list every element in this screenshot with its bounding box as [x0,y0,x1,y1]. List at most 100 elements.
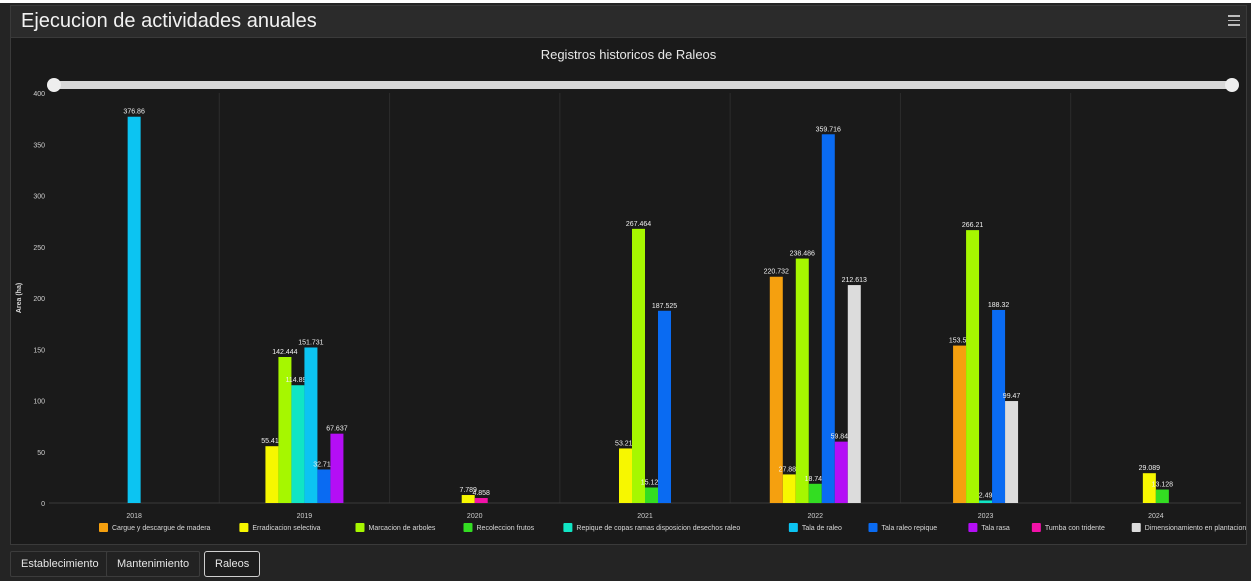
data-label: 32.719 [313,461,335,468]
legend-swatch [355,523,365,532]
bar [847,285,861,503]
bar [127,116,141,503]
y-tick-label: 100 [33,399,45,406]
data-label: 267.464 [626,221,651,228]
legend-swatch [563,523,573,532]
chart-title: Registros historicos de Raleos [540,47,717,62]
data-label: 53.211 [615,440,636,447]
x-tick-label: 2022 [807,513,823,520]
bar [304,347,318,503]
chart-panel: Ejecucion de actividades anuales 0 50 100 1… [10,5,1247,545]
bar [619,448,632,503]
slider-handle-left[interactable] [47,78,61,92]
legend-label: Repique de copas ramas disposicion desec… [576,525,740,532]
data-label: 27.886 [779,466,801,473]
data-label: 7.789 [459,487,477,494]
bar [265,446,279,503]
data-label: 238.486 [790,251,815,258]
bar [1155,489,1169,503]
slider-handle-right[interactable] [1225,78,1239,92]
data-label: 4.858 [472,490,490,497]
x-tick-label: 2020 [467,513,483,520]
bar [782,474,796,503]
y-tick-label: 150 [33,347,45,354]
top-border [0,0,1251,3]
x-tick-label: 2019 [297,513,313,520]
legend-swatch [463,523,473,532]
chart-area: 0 50 100 150 200 250 300 350 400 Area (ha) 2018 201… [11,38,1246,544]
legend-label: Dimensionamiento en plantacion [1145,525,1246,532]
bar [317,469,331,503]
legend-label: Tumba con tridente [1045,525,1105,532]
legend-label: Tala rasa [981,525,1010,532]
data-label: 29.089 [1139,465,1161,472]
x-tick-label: 2023 [978,513,994,520]
bar [291,385,305,503]
y-axis-label: Area (ha) [16,283,23,313]
bar [795,258,809,503]
y-tick-label: 400 [33,91,45,98]
y-tick-label: 200 [33,296,45,303]
tab-establecimiento[interactable]: Establecimiento [10,551,110,577]
data-label: 187.525 [652,303,677,310]
tab-mantenimiento[interactable]: Mantenimiento [106,551,201,577]
data-label: 13.128 [1152,482,1174,489]
data-label: 151.731 [298,339,323,346]
data-label: 266.21 [962,222,984,229]
data-label: 212.613 [842,277,867,284]
data-label: 153.58 [949,338,971,345]
data-label: 359.716 [816,126,841,133]
y-tick-label: 250 [33,245,45,252]
legend-label: Recoleccion frutos [477,525,535,532]
bar [330,433,344,503]
bar [992,309,1006,503]
bar [278,356,292,503]
bar [979,500,993,503]
x-tick-label: 2021 [637,513,653,520]
bar [966,230,980,503]
tab-raleos[interactable]: Raleos [204,551,261,577]
data-label: 15.124 [641,479,663,486]
data-label: 376.86 [123,109,145,116]
hamburger-menu-icon[interactable] [1228,15,1240,27]
legend-swatch [1031,523,1041,532]
bar [1005,401,1019,503]
data-label: 114.891 [286,377,311,384]
bar [632,228,645,503]
y-tick-label: 0 [41,501,45,508]
data-label: 55.414 [261,438,283,445]
x-tick-label: 2024 [1148,513,1164,520]
bar [953,345,967,503]
bar [658,310,671,503]
legend-label: Tala de raleo [802,525,842,532]
slider-track[interactable] [52,81,1234,89]
data-label: 67.637 [326,426,348,433]
range-slider[interactable] [47,78,1239,92]
y-tick-label: 300 [33,194,45,201]
legend-swatch [99,523,108,532]
legend-label: Erradicacion selectiva [252,525,320,532]
data-label: 142.444 [272,349,297,356]
legend-swatch [868,523,878,532]
y-tick-label: 350 [33,142,45,149]
legend-swatch [788,523,798,532]
panel-title: Ejecucion de actividades anuales [21,10,317,32]
bar [1142,473,1156,503]
bar [474,498,488,503]
legend-swatch [1131,523,1141,532]
bar [645,487,658,503]
data-label: 220.732 [764,269,789,276]
data-label: 188.32 [988,302,1010,309]
data-label: 18.744 [805,476,827,483]
y-tick-label: 50 [37,450,45,457]
panel-header: Ejecucion de actividades anuales [11,6,1246,38]
bar [461,495,475,503]
bar-chart: 0 50 100 150 200 250 300 350 400 Area (ha) 2018 201… [16,91,1246,532]
bar [808,483,822,503]
legend-label: Cargue y descargue de madera [112,525,211,532]
bar [821,134,835,503]
bar [769,276,783,503]
data-label: 2.49 [979,492,993,499]
legend-label: Tala raleo repique [882,525,938,532]
legend-label: Marcacion de arboles [369,525,436,532]
